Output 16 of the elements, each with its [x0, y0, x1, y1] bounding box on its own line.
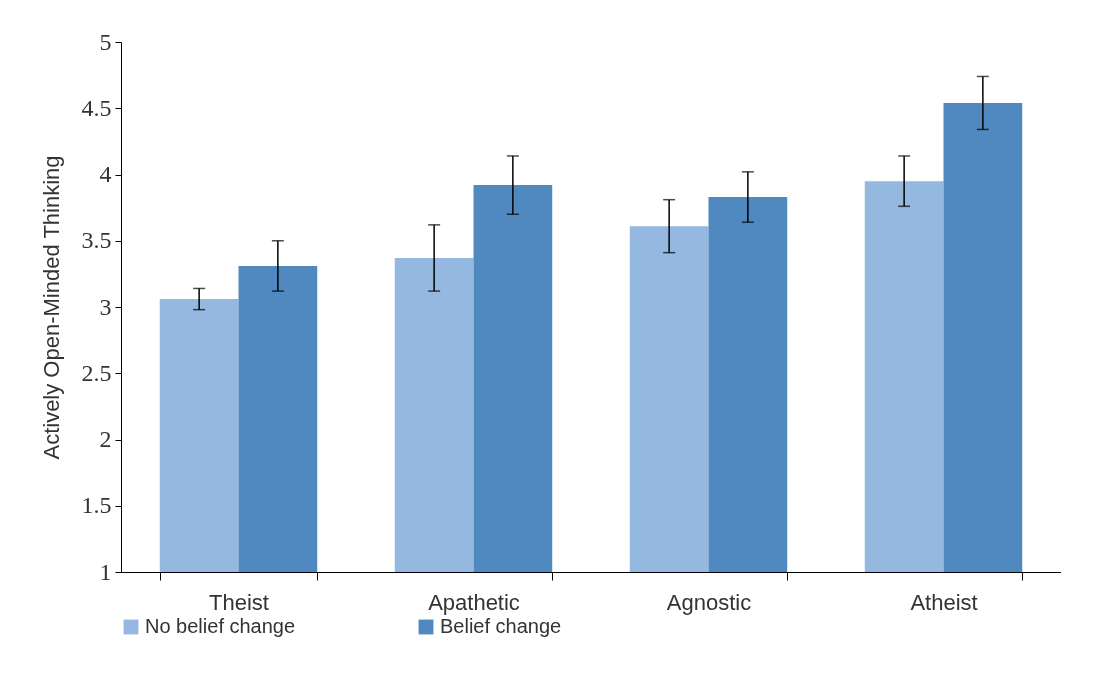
- x-tick-label: Apathetic: [428, 589, 520, 615]
- y-tick-label: 1.5: [81, 492, 112, 519]
- x-tick-label: Agnostic: [666, 589, 752, 615]
- y-tick-label: 3.5: [81, 227, 112, 254]
- x-tick-label: Atheist: [910, 589, 978, 615]
- legend-label: No belief change: [145, 615, 296, 637]
- y-tick-label: 5: [99, 28, 112, 55]
- y-tick-label: 2: [99, 426, 112, 452]
- x-tick-label: Theist: [209, 589, 269, 615]
- y-axis-title: Actively Open-Minded Thinking: [38, 155, 64, 460]
- y-tick-label: 4: [99, 161, 112, 187]
- y-tick-label: 1: [99, 558, 112, 585]
- y-tick-label: 3: [99, 293, 112, 320]
- legend-label: Belief change: [440, 615, 562, 637]
- y-tick-label: 2.5: [81, 359, 112, 386]
- y-tick-label: 4.5: [81, 94, 112, 121]
